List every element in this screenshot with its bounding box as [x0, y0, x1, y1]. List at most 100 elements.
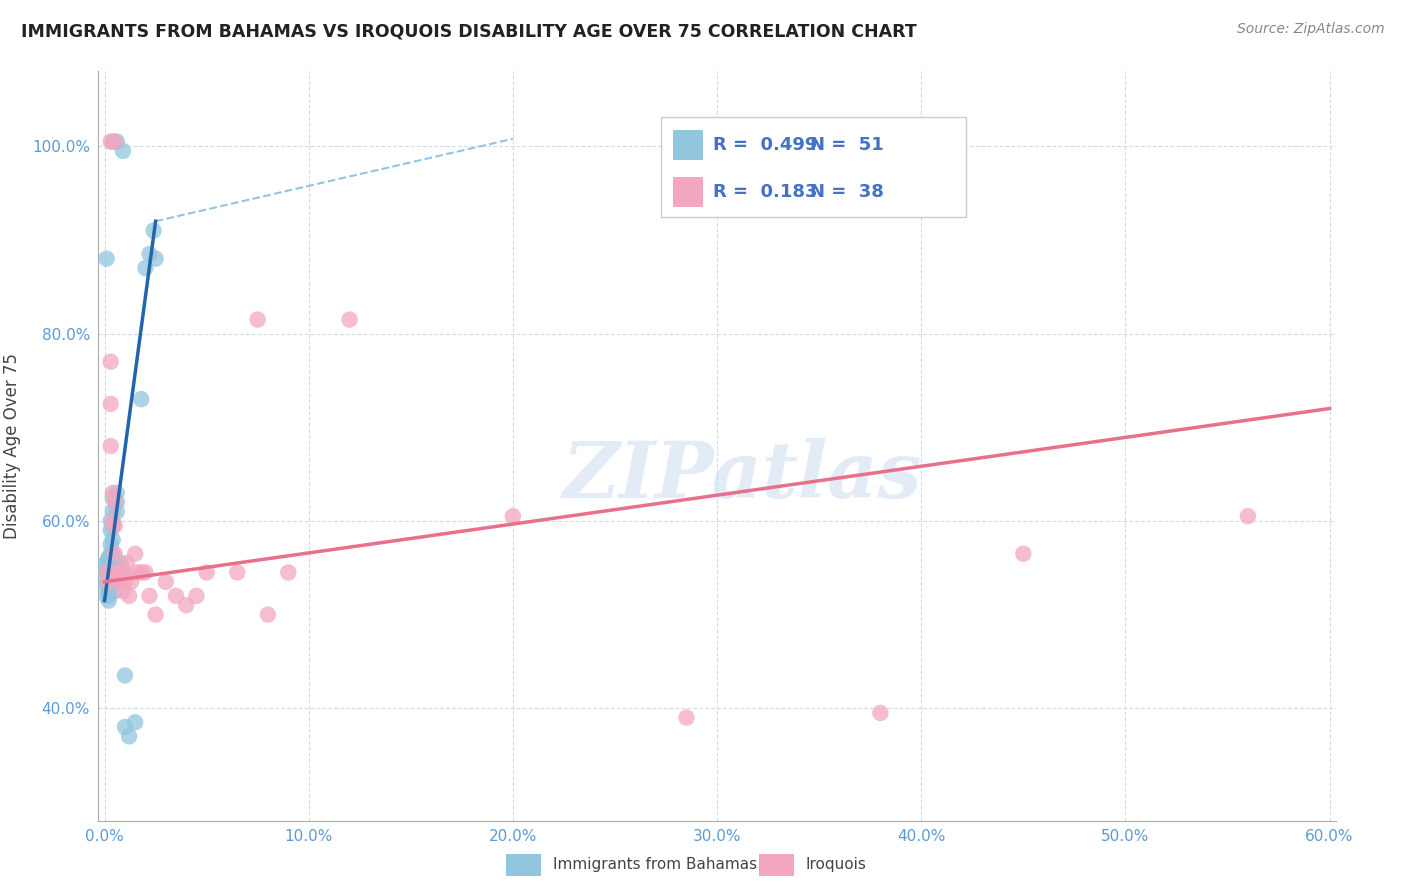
Text: N =  51: N = 51	[810, 136, 884, 154]
Point	[105, 485, 128, 500]
Point	[108, 566, 131, 580]
Point	[105, 495, 128, 509]
Text: R =  0.183: R = 0.183	[713, 183, 817, 201]
Point	[114, 566, 136, 580]
Point	[110, 566, 132, 580]
Point	[100, 556, 122, 570]
Point	[104, 584, 127, 599]
Point	[101, 505, 124, 519]
Point	[1012, 547, 1035, 561]
Text: IMMIGRANTS FROM BAHAMAS VS IROQUOIS DISABILITY AGE OVER 75 CORRELATION CHART: IMMIGRANTS FROM BAHAMAS VS IROQUOIS DISA…	[21, 22, 917, 40]
Point	[100, 135, 122, 149]
Point	[97, 574, 120, 589]
Point	[104, 556, 127, 570]
Point	[97, 574, 120, 589]
Point	[97, 551, 120, 566]
Point	[101, 135, 124, 149]
Point	[97, 593, 120, 607]
Point	[186, 589, 208, 603]
Point	[155, 574, 177, 589]
Point	[502, 509, 524, 524]
Point	[104, 135, 127, 149]
Point	[104, 518, 127, 533]
Point	[142, 224, 165, 238]
Point	[869, 706, 891, 720]
Point	[110, 574, 132, 589]
Point	[118, 589, 141, 603]
Point	[195, 566, 218, 580]
Point	[98, 566, 121, 580]
Point	[105, 505, 128, 519]
Point	[124, 547, 146, 561]
Point	[104, 547, 127, 561]
Text: R =  0.499: R = 0.499	[713, 136, 817, 154]
Point	[174, 599, 197, 613]
Point	[145, 607, 167, 622]
Point	[100, 566, 122, 580]
Point	[114, 720, 136, 734]
Point	[96, 589, 118, 603]
Point	[104, 495, 127, 509]
Point	[100, 514, 122, 528]
Point	[114, 668, 136, 682]
Point	[101, 514, 124, 528]
Point	[257, 607, 280, 622]
Point	[101, 491, 124, 505]
Point	[96, 566, 118, 580]
Point	[129, 392, 152, 407]
Point	[138, 247, 160, 261]
Point	[101, 547, 124, 561]
Point	[97, 574, 120, 589]
Point	[97, 556, 120, 570]
Point	[127, 566, 149, 580]
Point	[98, 574, 121, 589]
Point	[1237, 509, 1260, 524]
Point	[97, 566, 120, 580]
Point	[100, 547, 122, 561]
Point	[277, 566, 299, 580]
Point	[134, 261, 156, 276]
Point	[246, 312, 269, 326]
Point	[98, 556, 121, 570]
Point	[96, 580, 118, 594]
Point	[97, 551, 120, 566]
Point	[111, 584, 134, 599]
Point	[101, 518, 124, 533]
Point	[104, 566, 127, 580]
Point	[120, 574, 142, 589]
Point	[97, 566, 120, 580]
Point	[96, 252, 118, 266]
Point	[100, 537, 122, 551]
Point	[105, 566, 128, 580]
Point	[94, 566, 117, 580]
Point	[145, 252, 167, 266]
Point	[129, 566, 152, 580]
Point	[675, 710, 697, 724]
Point	[110, 556, 132, 570]
Text: N =  38: N = 38	[810, 183, 884, 201]
Text: Source: ZipAtlas.com: Source: ZipAtlas.com	[1237, 22, 1385, 37]
Point	[100, 355, 122, 369]
Point	[105, 135, 128, 149]
Point	[226, 566, 249, 580]
Point	[134, 566, 156, 580]
Point	[100, 524, 122, 538]
Point	[96, 556, 118, 570]
Point	[165, 589, 187, 603]
Point	[339, 312, 361, 326]
Point	[100, 397, 122, 411]
Point	[115, 556, 138, 570]
Point	[114, 574, 136, 589]
Point	[97, 584, 120, 599]
Point	[138, 589, 160, 603]
Text: ZIPatlas: ZIPatlas	[562, 438, 921, 514]
Point	[100, 439, 122, 453]
Point	[96, 574, 118, 589]
Point	[111, 144, 134, 158]
Point	[97, 561, 120, 575]
Point	[104, 574, 127, 589]
Point	[96, 566, 118, 580]
Point	[98, 566, 121, 580]
Y-axis label: Disability Age Over 75: Disability Age Over 75	[3, 353, 21, 539]
Point	[98, 589, 121, 603]
